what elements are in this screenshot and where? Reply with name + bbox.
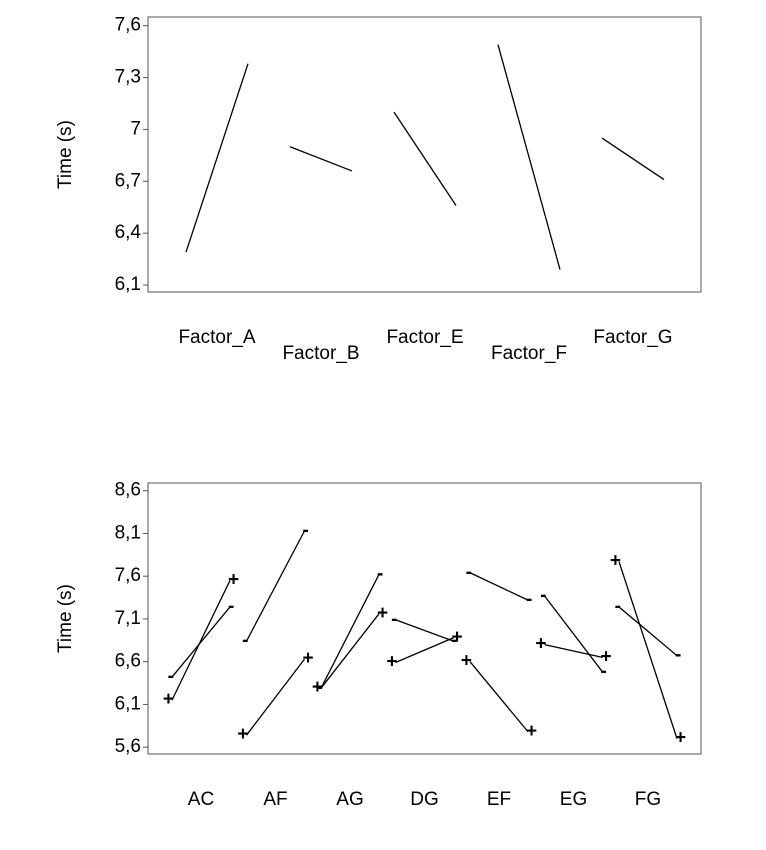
plot-frame — [147, 16, 702, 293]
y-axis-label: Time (s) — [55, 584, 76, 653]
y-tick-label: 6,7 — [115, 170, 141, 191]
effect-line — [497, 44, 561, 270]
level-marker: + — [228, 569, 239, 590]
x-tick-label: Factor_F — [491, 343, 567, 364]
level-marker: - — [601, 661, 607, 682]
effect-line — [469, 572, 529, 601]
effect-line — [320, 613, 380, 689]
plot-frame — [147, 482, 702, 755]
x-tick-label: FG — [635, 789, 661, 810]
level-marker: + — [377, 603, 388, 624]
level-marker: - — [228, 596, 234, 617]
level-marker: - — [377, 563, 383, 584]
x-tick-label: Factor_A — [178, 327, 255, 348]
effect-line — [171, 606, 231, 678]
level-marker: + — [461, 651, 472, 672]
y-tick-label: 6,6 — [115, 651, 141, 672]
effect-line — [469, 661, 529, 733]
level-marker: + — [601, 646, 612, 667]
level-marker: - — [242, 630, 248, 651]
level-marker: + — [452, 627, 463, 648]
level-marker: - — [615, 596, 621, 617]
effect-line — [601, 137, 665, 181]
effect-line — [289, 146, 353, 172]
y-tick-label: 6,1 — [115, 693, 141, 714]
y-tick-label: 8,6 — [115, 480, 141, 501]
level-marker: - — [540, 585, 546, 606]
effect-line — [245, 530, 306, 642]
effect-line — [543, 595, 604, 673]
level-marker: - — [452, 630, 458, 651]
x-tick-label: EG — [560, 789, 587, 810]
level-marker: + — [303, 648, 314, 669]
y-tick-label: 7,1 — [115, 608, 141, 629]
effect-line — [618, 561, 678, 739]
y-tick-label: 7,6 — [115, 565, 141, 586]
y-tick-label: 7 — [130, 118, 141, 139]
effect-line — [618, 606, 678, 657]
level-marker: + — [237, 724, 248, 745]
level-marker: - — [675, 645, 681, 666]
x-tick-label: Factor_B — [282, 343, 359, 364]
x-tick-label: Factor_E — [386, 327, 463, 348]
x-tick-label: Factor_G — [593, 327, 672, 348]
level-marker: - — [526, 589, 532, 610]
level-marker: - — [391, 609, 397, 630]
effect-line — [544, 643, 603, 659]
y-tick-label: 7,6 — [115, 15, 141, 36]
effect-line — [245, 658, 306, 736]
x-tick-label: AC — [188, 789, 214, 810]
x-tick-label: DG — [410, 789, 439, 810]
level-marker: - — [317, 677, 323, 698]
level-marker: - — [303, 520, 309, 541]
level-marker: + — [163, 689, 174, 710]
effect-line — [320, 574, 380, 689]
level-marker: - — [466, 562, 472, 583]
x-tick-label: AF — [263, 789, 287, 810]
level-marker: + — [535, 634, 546, 655]
level-marker: + — [610, 551, 621, 572]
y-tick-label: 8,1 — [115, 522, 141, 543]
y-tick-label: 7,3 — [115, 67, 141, 88]
level-marker: + — [312, 677, 323, 698]
x-tick-label: EF — [487, 789, 511, 810]
effect-line — [395, 619, 454, 642]
effect-line — [395, 637, 454, 664]
x-tick-label: AG — [336, 789, 363, 810]
level-marker: + — [386, 652, 397, 673]
y-tick-label: 6,4 — [115, 222, 142, 243]
effect-line — [185, 63, 249, 253]
level-marker: - — [168, 666, 174, 687]
effect-line — [393, 111, 457, 206]
effect-line — [171, 580, 231, 701]
y-tick-label: 6,1 — [115, 274, 141, 295]
y-tick-label: 5,6 — [115, 736, 141, 757]
level-marker: + — [675, 728, 686, 749]
y-axis-label: Time (s) — [55, 120, 76, 189]
level-marker: + — [526, 721, 537, 742]
